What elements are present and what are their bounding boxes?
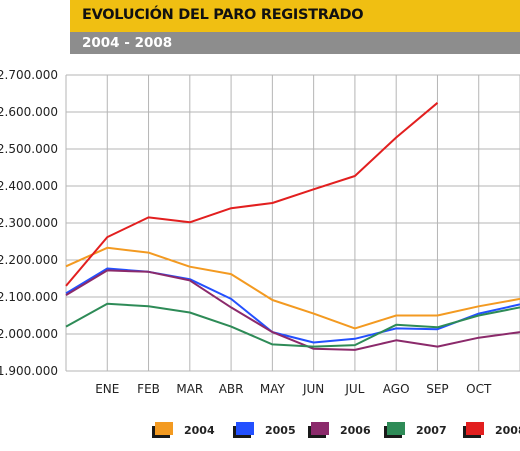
x-tick-label: JUL xyxy=(344,382,364,396)
x-tick-label: JUN xyxy=(302,382,324,396)
x-tick-label: ENE xyxy=(95,382,119,396)
y-tick-label: 2.000.000 xyxy=(0,327,58,341)
legend-item-2007: 2007 xyxy=(384,422,447,438)
x-tick-label: OCT xyxy=(466,382,492,396)
y-tick-label: 2.500.000 xyxy=(0,142,58,156)
x-tick-label: FEB xyxy=(137,382,160,396)
series-line-2007 xyxy=(65,302,520,348)
legend-label: 2004 xyxy=(184,424,215,437)
legend-item-2004: 2004 xyxy=(152,422,215,438)
chart-subtitle-bar: 2004 - 2008 xyxy=(70,32,520,54)
series-line-2008 xyxy=(65,102,439,287)
chart-legend: 2004 2005 2006 2007 2008 xyxy=(152,422,520,438)
legend-swatch xyxy=(236,422,254,435)
legend-item-2006: 2006 xyxy=(308,422,371,438)
chart-title: EVOLUCIÓN DEL PARO REGISTRADO xyxy=(82,7,364,23)
y-tick-label: 2.100.000 xyxy=(0,290,58,304)
chart-series-lines xyxy=(65,102,520,351)
chart-subtitle: 2004 - 2008 xyxy=(82,35,173,51)
legend-label: 2008 xyxy=(495,424,520,437)
x-tick-label: AGO xyxy=(383,382,410,396)
chart-title-bar: EVOLUCIÓN DEL PARO REGISTRADO xyxy=(70,0,520,32)
y-axis-ticks: 1.900.000 2.000.000 2.100.000 2.200.000 2.30… xyxy=(0,68,58,378)
y-tick-label: 2.700.000 xyxy=(0,68,58,82)
legend-item-2005: 2005 xyxy=(233,422,296,438)
series-line-2004 xyxy=(65,246,520,330)
legend-label: 2006 xyxy=(340,424,371,437)
y-tick-label: 2.600.000 xyxy=(0,105,58,119)
x-tick-label: MAR xyxy=(176,382,203,396)
y-tick-label: 2.300.000 xyxy=(0,216,58,230)
chart-grid xyxy=(65,74,520,372)
legend-swatch xyxy=(155,422,173,435)
legend-label: 2005 xyxy=(265,424,296,437)
legend-swatch xyxy=(466,422,484,435)
y-tick-label: 1.900.000 xyxy=(0,364,58,378)
x-tick-label: SEP xyxy=(426,382,448,396)
x-axis-ticks: ENE FEB MAR ABR MAY JUN JUL AGO SEP OCT xyxy=(95,382,492,396)
x-tick-label: ABR xyxy=(219,382,244,396)
legend-swatch xyxy=(311,422,329,435)
y-tick-label: 2.400.000 xyxy=(0,179,58,193)
legend-swatch xyxy=(387,422,405,435)
legend-label: 2007 xyxy=(416,424,447,437)
y-tick-label: 2.200.000 xyxy=(0,253,58,267)
legend-item-2008: 2008 xyxy=(463,422,520,438)
x-tick-label: MAY xyxy=(260,382,286,396)
series-line-2006 xyxy=(65,269,520,351)
